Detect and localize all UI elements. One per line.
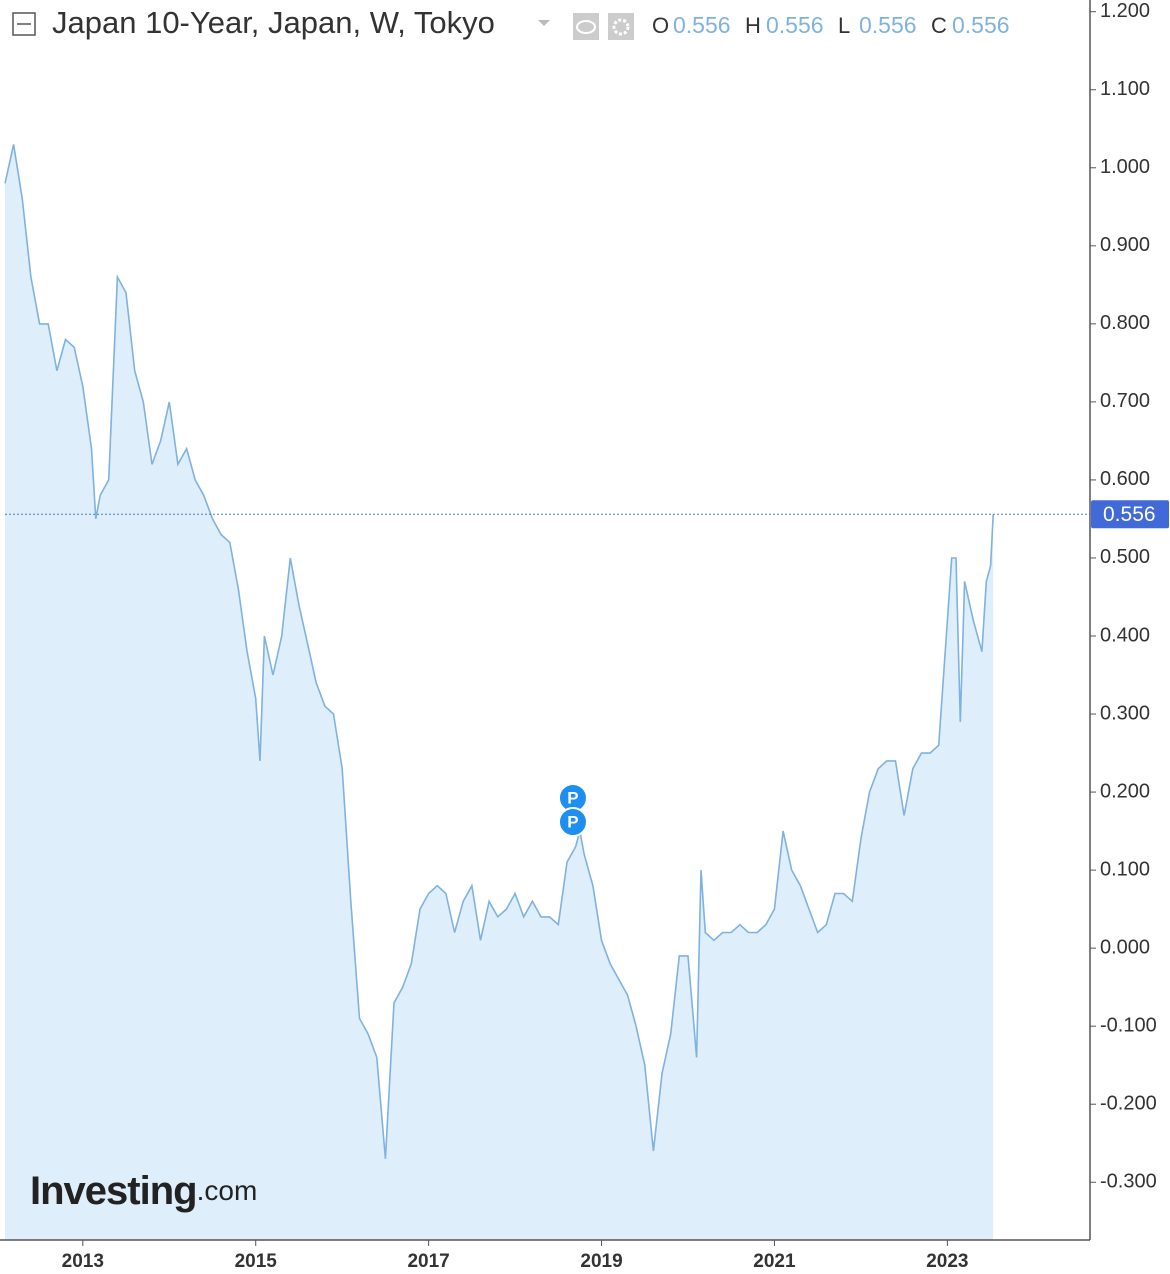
y-tick-label: 0.500 — [1100, 546, 1150, 568]
y-tick-label: 0.100 — [1100, 858, 1150, 880]
x-tick-label: 2013 — [62, 1251, 104, 1272]
x-tick-label: 2021 — [753, 1251, 796, 1272]
ohlc-label: L — [838, 13, 850, 38]
ohlc-value: 0.556 — [952, 12, 1010, 38]
event-marker-label: P — [567, 812, 578, 831]
y-tick-label: 0.700 — [1100, 390, 1150, 412]
area-fill — [5, 144, 994, 1240]
event-marker — [557, 807, 588, 837]
x-tick-label: 2019 — [580, 1251, 622, 1272]
ohlc-label: C — [931, 13, 947, 38]
price-line — [4, 144, 994, 1159]
y-tick-label: -0.300 — [1100, 1171, 1157, 1193]
logo-domain: .com — [197, 1175, 258, 1206]
collapse-icon[interactable] — [12, 12, 36, 36]
ohlc-label: O — [652, 13, 669, 38]
y-tick-label: 1.200 — [1100, 0, 1150, 22]
last-price-label: 0.556 — [1103, 503, 1156, 526]
last-price-box — [1091, 500, 1169, 529]
logo: Investing.com — [30, 1169, 257, 1213]
y-tick-label: 0.300 — [1100, 702, 1150, 724]
logo-main: Investing — [30, 1169, 197, 1213]
eye-icon-shape — [576, 20, 596, 34]
x-tick-label: 2017 — [407, 1251, 449, 1272]
ohlc-value: 0.556 — [673, 12, 731, 38]
y-tick-label: -0.100 — [1100, 1014, 1157, 1036]
settings-icon[interactable] — [608, 13, 634, 40]
dropdown-arrow[interactable] — [538, 20, 550, 26]
chart-title: Japan 10-Year, Japan, W, Tokyo — [52, 5, 495, 40]
y-tick-label: 0.900 — [1100, 234, 1150, 256]
y-tick-label: 0.400 — [1100, 624, 1150, 646]
x-tick-label: 2015 — [235, 1251, 278, 1272]
settings-icon-shape — [612, 18, 630, 36]
y-tick-label: 0.200 — [1100, 780, 1150, 802]
ohlc-value: 0.556 — [766, 12, 824, 38]
y-tick-label: -0.200 — [1100, 1092, 1157, 1114]
x-tick-label: 2023 — [926, 1251, 968, 1272]
ohlc-label: H — [745, 13, 761, 38]
y-tick-label: 0.800 — [1100, 312, 1150, 334]
event-marker-label: P — [567, 788, 578, 807]
y-tick-label: 1.100 — [1100, 78, 1150, 100]
ohlc-value: 0.556 — [859, 12, 917, 38]
y-tick-label: 1.000 — [1100, 156, 1150, 178]
y-tick-label: 0.000 — [1100, 936, 1150, 958]
y-tick-label: 0.600 — [1100, 468, 1150, 490]
